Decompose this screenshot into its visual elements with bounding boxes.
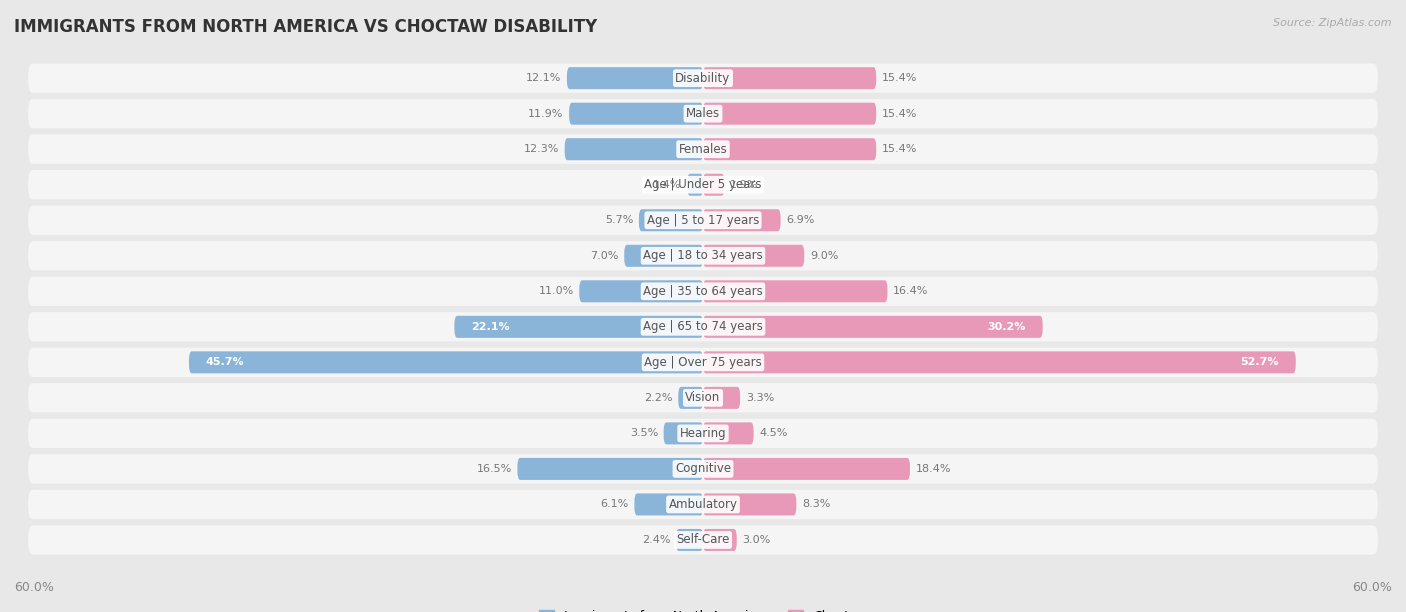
FancyBboxPatch shape [703, 67, 876, 89]
FancyBboxPatch shape [688, 174, 703, 196]
FancyBboxPatch shape [569, 103, 703, 125]
FancyBboxPatch shape [703, 103, 876, 125]
Text: 15.4%: 15.4% [882, 109, 917, 119]
FancyBboxPatch shape [703, 458, 910, 480]
Text: 6.1%: 6.1% [600, 499, 628, 509]
Text: Vision: Vision [685, 391, 721, 405]
Text: 7.0%: 7.0% [591, 251, 619, 261]
Text: 3.0%: 3.0% [742, 535, 770, 545]
Text: 1.9%: 1.9% [730, 180, 758, 190]
FancyBboxPatch shape [624, 245, 703, 267]
Text: 12.1%: 12.1% [526, 73, 561, 83]
FancyBboxPatch shape [703, 138, 876, 160]
Text: 15.4%: 15.4% [882, 144, 917, 154]
FancyBboxPatch shape [28, 135, 1378, 164]
FancyBboxPatch shape [28, 170, 1378, 200]
FancyBboxPatch shape [703, 209, 780, 231]
Text: 11.0%: 11.0% [538, 286, 574, 296]
FancyBboxPatch shape [28, 312, 1378, 341]
Text: Self-Care: Self-Care [676, 534, 730, 547]
Text: 22.1%: 22.1% [471, 322, 510, 332]
Text: Age | Under 5 years: Age | Under 5 years [644, 178, 762, 191]
FancyBboxPatch shape [28, 99, 1378, 129]
FancyBboxPatch shape [28, 454, 1378, 483]
Text: IMMIGRANTS FROM NORTH AMERICA VS CHOCTAW DISABILITY: IMMIGRANTS FROM NORTH AMERICA VS CHOCTAW… [14, 18, 598, 36]
FancyBboxPatch shape [703, 422, 754, 444]
Text: Age | 65 to 74 years: Age | 65 to 74 years [643, 320, 763, 334]
FancyBboxPatch shape [664, 422, 703, 444]
Text: Age | 18 to 34 years: Age | 18 to 34 years [643, 249, 763, 263]
FancyBboxPatch shape [579, 280, 703, 302]
Text: 16.4%: 16.4% [893, 286, 928, 296]
Text: Source: ZipAtlas.com: Source: ZipAtlas.com [1274, 18, 1392, 28]
FancyBboxPatch shape [28, 525, 1378, 554]
Text: 1.4%: 1.4% [654, 180, 682, 190]
Text: 4.5%: 4.5% [759, 428, 787, 438]
FancyBboxPatch shape [28, 241, 1378, 271]
Text: 3.5%: 3.5% [630, 428, 658, 438]
Text: 9.0%: 9.0% [810, 251, 838, 261]
Text: 60.0%: 60.0% [1353, 581, 1392, 594]
Text: 16.5%: 16.5% [477, 464, 512, 474]
Text: Males: Males [686, 107, 720, 120]
Text: Hearing: Hearing [679, 427, 727, 440]
Text: 60.0%: 60.0% [14, 581, 53, 594]
Text: Cognitive: Cognitive [675, 463, 731, 476]
Text: Age | Over 75 years: Age | Over 75 years [644, 356, 762, 369]
Text: 2.2%: 2.2% [644, 393, 672, 403]
Text: 15.4%: 15.4% [882, 73, 917, 83]
Text: 45.7%: 45.7% [205, 357, 245, 367]
Text: Disability: Disability [675, 72, 731, 84]
Text: 2.4%: 2.4% [643, 535, 671, 545]
FancyBboxPatch shape [28, 206, 1378, 235]
Text: 5.7%: 5.7% [605, 215, 633, 225]
Text: 30.2%: 30.2% [987, 322, 1026, 332]
Text: 18.4%: 18.4% [915, 464, 950, 474]
Legend: Immigrants from North America, Choctaw: Immigrants from North America, Choctaw [538, 610, 868, 612]
Text: 8.3%: 8.3% [801, 499, 831, 509]
Text: 11.9%: 11.9% [529, 109, 564, 119]
Text: Females: Females [679, 143, 727, 155]
FancyBboxPatch shape [703, 316, 1043, 338]
Text: Age | 35 to 64 years: Age | 35 to 64 years [643, 285, 763, 298]
FancyBboxPatch shape [634, 493, 703, 515]
Text: 6.9%: 6.9% [786, 215, 814, 225]
FancyBboxPatch shape [703, 351, 1296, 373]
FancyBboxPatch shape [28, 383, 1378, 412]
FancyBboxPatch shape [703, 245, 804, 267]
FancyBboxPatch shape [28, 419, 1378, 448]
FancyBboxPatch shape [188, 351, 703, 373]
Text: 12.3%: 12.3% [523, 144, 560, 154]
FancyBboxPatch shape [28, 64, 1378, 93]
FancyBboxPatch shape [28, 277, 1378, 306]
FancyBboxPatch shape [703, 529, 737, 551]
FancyBboxPatch shape [28, 490, 1378, 519]
FancyBboxPatch shape [703, 174, 724, 196]
FancyBboxPatch shape [638, 209, 703, 231]
FancyBboxPatch shape [28, 348, 1378, 377]
Text: Ambulatory: Ambulatory [668, 498, 738, 511]
FancyBboxPatch shape [678, 387, 703, 409]
Text: Age | 5 to 17 years: Age | 5 to 17 years [647, 214, 759, 227]
FancyBboxPatch shape [703, 280, 887, 302]
Text: 3.3%: 3.3% [745, 393, 773, 403]
FancyBboxPatch shape [567, 67, 703, 89]
FancyBboxPatch shape [703, 493, 796, 515]
FancyBboxPatch shape [565, 138, 703, 160]
FancyBboxPatch shape [517, 458, 703, 480]
Text: 52.7%: 52.7% [1240, 357, 1279, 367]
FancyBboxPatch shape [676, 529, 703, 551]
FancyBboxPatch shape [703, 387, 740, 409]
FancyBboxPatch shape [454, 316, 703, 338]
